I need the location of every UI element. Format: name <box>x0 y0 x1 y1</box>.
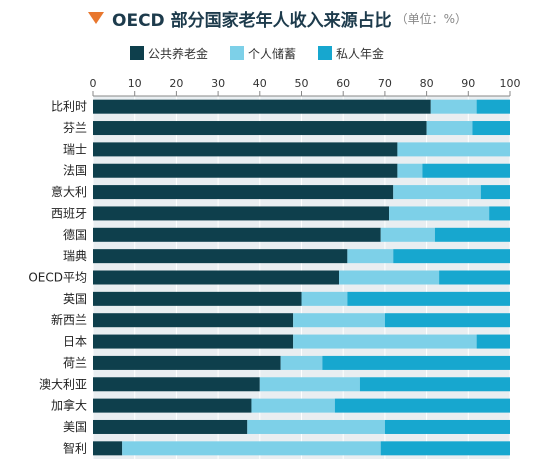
category-label: 瑞士 <box>63 142 87 156</box>
bar-segment <box>476 99 510 114</box>
category-label: 英国 <box>63 292 87 306</box>
bar-segment <box>439 270 510 285</box>
bar-segment <box>122 441 381 456</box>
category-label: 荷兰 <box>63 356 87 370</box>
bar-segment <box>430 99 477 114</box>
triangle-bullet-icon <box>88 12 104 24</box>
category-label: 德国 <box>63 227 87 242</box>
bar-segment <box>93 377 260 392</box>
chart-subtitle: （单位：%） <box>395 11 467 26</box>
category-label: OECD平均 <box>28 271 87 285</box>
bar-segment <box>93 249 348 264</box>
bar-segment <box>476 334 510 349</box>
legend-item-private-pension: 私人年金 <box>318 45 384 62</box>
category-label: 加拿大 <box>51 398 87 413</box>
bar-segment <box>293 334 477 349</box>
x-tick-label: 60 <box>336 77 350 90</box>
bar-segment <box>93 163 398 178</box>
bar-segment <box>93 355 281 370</box>
bar-segment <box>426 121 473 136</box>
bar-segment <box>339 270 440 285</box>
category-label: 智利 <box>63 440 87 455</box>
category-label: 美国 <box>63 420 87 434</box>
bar-segment <box>347 291 510 306</box>
bar-segment <box>259 377 360 392</box>
bar-segment <box>384 313 510 328</box>
bar-segment <box>93 313 294 328</box>
chart-title: OECD 部分国家老年人收入来源占比 <box>112 10 392 31</box>
bar-segment <box>93 99 431 114</box>
bar-segment <box>93 142 398 157</box>
bar-segment <box>301 291 348 306</box>
category-label: 瑞典 <box>63 249 87 263</box>
legend-label: 私人年金 <box>336 46 385 61</box>
x-tick-label: 80 <box>420 77 434 90</box>
x-tick-label: 50 <box>295 77 309 90</box>
category-label: 芬兰 <box>63 121 87 135</box>
legend-label: 公共养老金 <box>148 46 209 61</box>
legend-swatch <box>318 46 333 60</box>
bar-segment <box>393 249 510 264</box>
category-label: 西班牙 <box>51 206 87 220</box>
bar-segment <box>380 441 510 456</box>
legend-label: 个人储蓄 <box>248 46 297 61</box>
title-row: OECD 部分国家老年人收入来源占比 （单位：%） <box>88 6 467 31</box>
bar-segment <box>347 249 394 264</box>
bar-segment <box>472 121 510 136</box>
bar-segment <box>322 355 510 370</box>
x-tick-label: 70 <box>378 77 392 90</box>
category-label: 澳大利亚 <box>39 377 87 391</box>
bar-segment <box>422 163 510 178</box>
bar-segment <box>93 227 381 242</box>
bar-segment <box>359 377 510 392</box>
bar-segment <box>93 121 427 136</box>
bar-segment <box>247 419 385 434</box>
x-tick-label: 100 <box>500 77 521 90</box>
x-tick-label: 20 <box>169 77 183 90</box>
bar-segment <box>93 291 302 306</box>
legend-item-personal-savings: 个人储蓄 <box>230 45 296 62</box>
x-tick-label: 10 <box>128 77 142 90</box>
bar-segment <box>93 185 394 200</box>
bar-segment <box>434 227 510 242</box>
category-label: 日本 <box>63 335 87 349</box>
category-label: 法国 <box>63 164 87 178</box>
legend: 公共养老金 个人储蓄 私人年金 <box>130 44 406 62</box>
bar-segment <box>480 185 510 200</box>
bar-segment <box>93 419 248 434</box>
bar-segment <box>397 142 510 157</box>
x-tick-label: 40 <box>253 77 267 90</box>
category-label: 比利时 <box>51 100 87 114</box>
bar-segment <box>93 398 252 413</box>
bar-segment <box>293 313 385 328</box>
x-tick-label: 90 <box>461 77 475 90</box>
legend-item-public-pension: 公共养老金 <box>130 45 208 62</box>
bar-segment <box>93 270 340 285</box>
x-tick-label: 30 <box>211 77 225 90</box>
bar-segment <box>280 355 323 370</box>
category-label: 意大利 <box>51 184 87 199</box>
legend-swatch <box>130 46 144 60</box>
bar-segment <box>93 441 123 456</box>
bar-segment <box>393 185 481 200</box>
bar-segment <box>93 334 294 349</box>
category-label: 新西兰 <box>51 312 87 327</box>
bar-segment <box>380 227 435 242</box>
bar-segment <box>251 398 335 413</box>
bar-segment <box>384 419 510 434</box>
bar-segment <box>489 206 510 221</box>
bar-segment <box>93 206 390 221</box>
bar-segment <box>389 206 490 221</box>
bar-segment <box>334 398 510 413</box>
bar-segment <box>397 163 423 178</box>
x-tick-label: 0 <box>90 77 97 90</box>
legend-swatch <box>230 46 245 60</box>
